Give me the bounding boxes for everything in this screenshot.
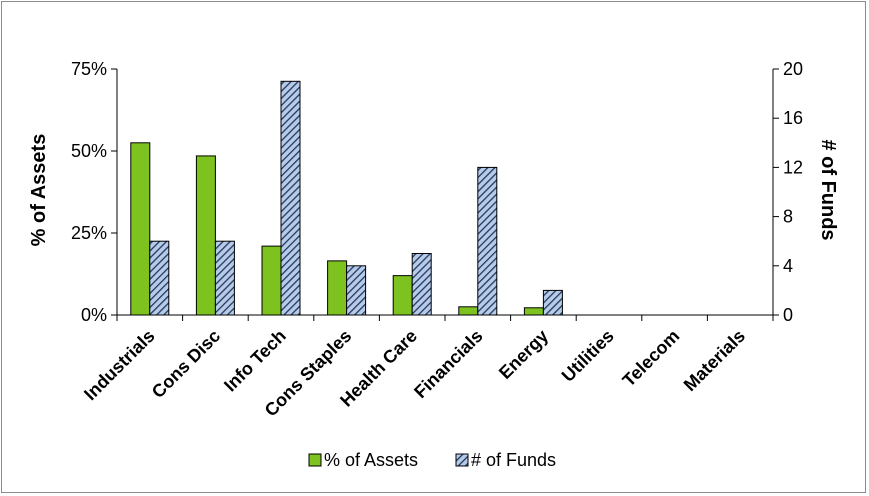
right-tick-label: 0: [783, 305, 793, 325]
left-tick-label: 25%: [71, 223, 107, 243]
right-tick-label: 4: [783, 256, 793, 276]
left-tick-label: 50%: [71, 141, 107, 161]
bar-assets-1: [195, 155, 216, 316]
bar-funds-3: [346, 265, 367, 316]
left-axis: 0% 25% 50% 75%: [71, 59, 118, 325]
bar-funds-6: [542, 289, 563, 316]
left-tick-label: 0%: [81, 305, 107, 325]
category-label: Energy: [495, 326, 552, 383]
category-label: Telecom: [619, 326, 684, 391]
plot-area: [116, 80, 774, 321]
right-tick-label: 20: [783, 59, 803, 79]
bar-assets-5: [458, 306, 479, 316]
bar-funds-0: [149, 240, 170, 316]
legend: % of Assets # of Funds: [308, 450, 556, 470]
category-label: Industrials: [80, 326, 159, 405]
bar-assets-2: [261, 245, 282, 316]
bar-assets-0: [130, 142, 151, 316]
category-label: Utilities: [558, 326, 618, 386]
bar-assets-3: [327, 260, 348, 316]
legend-label-funds: # of Funds: [471, 450, 556, 470]
category-label: Materials: [680, 326, 749, 395]
left-tick-label: 75%: [71, 59, 107, 79]
legend-label-assets: % of Assets: [324, 450, 418, 470]
bar-funds-5: [477, 166, 498, 316]
category-label: Cons Disc: [148, 326, 224, 402]
legend-swatch-funds: [455, 453, 469, 467]
bar-assets-6: [523, 307, 544, 316]
category-label: Financials: [410, 326, 486, 402]
right-tick-label: 12: [783, 157, 803, 177]
bar-assets-4: [392, 275, 413, 316]
right-tick-label: 8: [783, 207, 793, 227]
right-axis: 0 4 8 12 16 20: [772, 59, 803, 325]
bar-funds-1: [214, 240, 235, 316]
right-tick-label: 16: [783, 108, 803, 128]
y2-axis-title: # of Funds: [817, 139, 839, 240]
y-axis-title: % of Assets: [28, 134, 50, 247]
bar-funds-4: [411, 253, 432, 316]
legend-swatch-assets: [308, 453, 322, 467]
bar-funds-2: [280, 80, 301, 316]
category-label: Info Tech: [220, 326, 290, 396]
